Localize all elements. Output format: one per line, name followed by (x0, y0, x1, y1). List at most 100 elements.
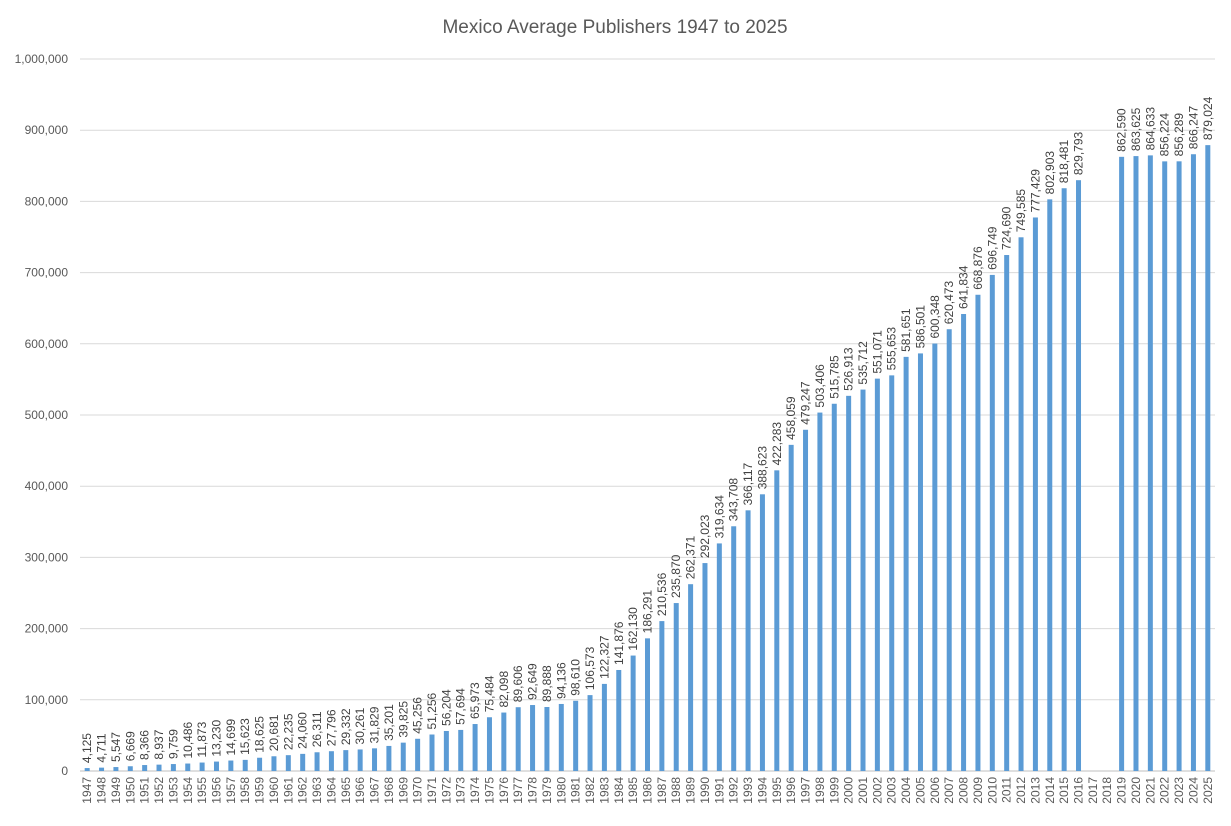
y-tick-label: 700,000 (25, 266, 69, 280)
bar (300, 753, 306, 771)
data-label: 57,694 (454, 688, 468, 725)
bar (185, 763, 191, 771)
data-label: 586,501 (913, 305, 927, 349)
bar (213, 761, 219, 771)
x-tick-label: 2014 (1043, 777, 1057, 804)
y-tick-label: 300,000 (25, 550, 69, 564)
x-tick-label: 1998 (813, 777, 827, 804)
data-label: 20,681 (267, 714, 281, 751)
bar (659, 621, 665, 771)
data-label: 366,117 (741, 463, 755, 506)
data-label: 75,484 (482, 675, 496, 712)
data-label: 65,973 (468, 682, 482, 719)
data-label: 581,651 (899, 308, 913, 352)
bar (860, 389, 866, 771)
data-label: 856,224 (1158, 113, 1172, 157)
x-tick-label: 1959 (253, 777, 267, 804)
bar (458, 729, 464, 771)
bar (1162, 161, 1168, 771)
x-tick-label: 2001 (856, 777, 870, 804)
x-tick-label: 1975 (482, 777, 496, 804)
bar (1205, 145, 1211, 772)
x-tick-label: 2024 (1186, 777, 1200, 804)
x-tick-label: 1956 (209, 777, 223, 804)
data-label: 503,406 (813, 364, 827, 408)
x-tick-label: 1961 (281, 777, 295, 804)
bar (544, 706, 550, 771)
data-label: 106,573 (583, 646, 597, 690)
bar (472, 724, 478, 771)
bar (170, 764, 176, 771)
x-tick-label: 1993 (741, 777, 755, 804)
bar (429, 734, 435, 771)
x-tick-label: 2011 (1000, 777, 1014, 803)
data-label: 422,283 (770, 422, 784, 466)
y-axis: 0 100,000 200,000 300,000 400,000 500,000 600,… (15, 52, 69, 778)
data-label: 515,785 (827, 355, 841, 399)
x-tick-label: 1966 (353, 777, 367, 804)
bar (84, 768, 90, 771)
x-tick-label: 1997 (799, 777, 813, 804)
data-label: 862,590 (1115, 108, 1129, 152)
x-tick-label: 1996 (784, 777, 798, 804)
data-label: 458,059 (784, 396, 798, 440)
x-tick-label: 1969 (396, 777, 410, 804)
bar (673, 603, 679, 771)
data-label: 35,201 (382, 704, 396, 741)
data-label: 45,256 (411, 697, 425, 734)
data-label: 535,712 (856, 341, 870, 385)
x-tick-label: 2025 (1201, 777, 1215, 804)
data-label: 620,473 (942, 281, 956, 325)
x-tick-label: 2005 (913, 777, 927, 804)
bar (1032, 217, 1038, 771)
data-label: 98,610 (569, 659, 583, 696)
y-tick-label: 400,000 (25, 479, 69, 493)
x-tick-label: 1958 (238, 777, 252, 804)
bar (903, 356, 909, 771)
x-tick-label: 1987 (655, 777, 669, 804)
bar (759, 494, 765, 771)
bar (846, 395, 852, 771)
bar (889, 375, 895, 771)
data-label: 551,071 (870, 330, 884, 374)
data-label: 5,547 (109, 732, 123, 762)
data-label: 802,903 (1043, 151, 1057, 195)
bar (1004, 255, 1010, 771)
data-label: 749,585 (1014, 189, 1028, 233)
data-label: 56,204 (439, 689, 453, 726)
bar (716, 543, 722, 771)
bar (788, 444, 794, 771)
bar (127, 766, 133, 771)
data-label: 82,098 (497, 671, 511, 708)
data-label: 724,690 (1000, 206, 1014, 250)
data-label: 13,230 (209, 720, 223, 757)
x-tick-label: 1994 (755, 777, 769, 804)
x-tick-label: 2021 (1143, 777, 1157, 804)
bar (573, 700, 579, 771)
data-label: 668,876 (971, 246, 985, 290)
data-label: 879,024 (1201, 96, 1215, 140)
bar (731, 526, 737, 771)
x-tick-label: 2019 (1115, 777, 1129, 804)
data-label: 89,888 (540, 665, 554, 702)
bar (285, 755, 291, 771)
data-label: 4,711 (95, 733, 109, 762)
data-label: 39,825 (396, 701, 410, 738)
y-tick-label: 600,000 (25, 337, 69, 351)
x-tick-label: 1980 (554, 777, 568, 804)
x-tick-label: 1949 (109, 777, 123, 804)
data-label: 210,536 (655, 572, 669, 616)
x-tick-label: 2003 (885, 777, 899, 804)
x-tick-label: 2004 (899, 777, 913, 804)
bar (961, 314, 967, 771)
data-label: 388,623 (755, 446, 769, 490)
data-label: 18,625 (253, 716, 267, 753)
bar (228, 760, 234, 771)
y-tick-label: 100,000 (25, 693, 69, 707)
x-tick-label: 1992 (727, 777, 741, 804)
bar (587, 695, 593, 771)
bar (1018, 237, 1024, 772)
bar (645, 638, 650, 771)
x-tick-label: 1979 (540, 777, 554, 804)
data-label: 162,130 (626, 607, 640, 651)
